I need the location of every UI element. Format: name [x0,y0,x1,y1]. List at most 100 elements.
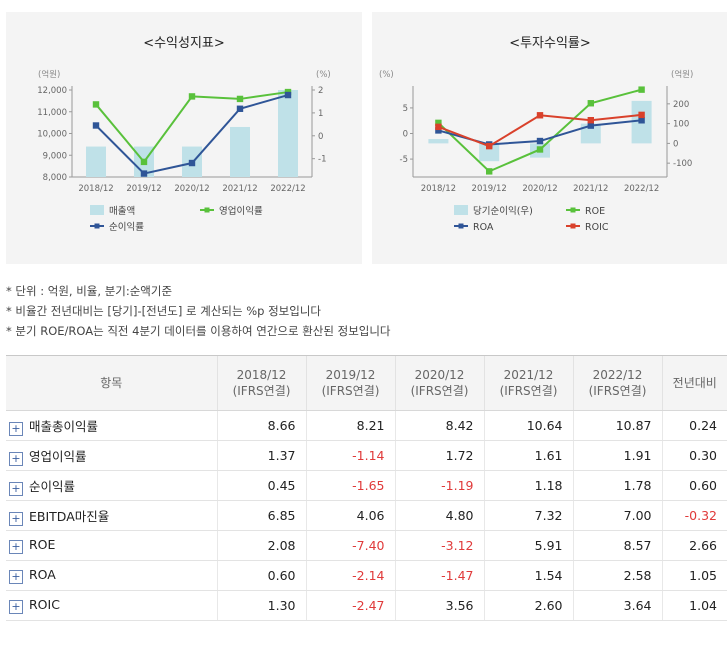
table-row: + ROIC 1.30 -2.47 3.56 2.60 3.64 1.04 [6,590,727,621]
legend-marker [94,223,100,229]
header-year: 2020/12 (IFRS연결) [394,355,484,411]
value-cell: 1.61 [483,440,573,471]
header-year-label: 2021/12 [503,368,554,382]
row-label: ROE [29,537,56,552]
left-tick-label: 5 [403,104,408,114]
series-point [486,142,493,150]
yoy-cell: 0.60 [661,470,727,501]
legend-bar-swatch [454,205,468,215]
legend-label: ROA [473,222,494,233]
value-cell: 6.85 [216,500,306,531]
value-cell: 0.60 [216,560,306,591]
x-tick-label: 2018/12 [421,184,456,194]
row-label-cell: + 순이익률 [6,470,217,501]
left-axis-unit: (%) [379,70,394,80]
row-label-cell: + EBITDA마진율 [6,500,217,531]
right-axis-unit: (억원) [671,69,693,80]
header-year-label: 2022/12 [592,368,643,382]
profitability-chart-title: <수익성지표> [143,36,225,51]
value-cell: 0.45 [216,470,306,501]
series-point [587,122,594,129]
left-tick-label: 9,000 [43,151,67,161]
bar [86,146,106,177]
series-point [435,127,442,134]
investment-return-chart-title: <투자수익률> [509,36,591,51]
value-cell: 5.91 [483,530,573,561]
series-point [638,117,645,124]
investment-return-chart: (%) (억원) 5 0 -5 200 100 0 -100 2018/12 2019/12 2020… [379,69,693,233]
yoy-cell: 0.24 [661,410,727,441]
value-cell: 8.42 [394,410,484,441]
header-year-sub: (IFRS연결) [232,384,291,398]
expand-icon[interactable]: + [9,511,23,526]
value-cell: 3.56 [394,590,484,621]
expand-icon[interactable]: + [9,570,23,584]
right-tick-label: -1 [318,155,326,165]
x-tick-label: 2021/12 [222,184,257,194]
series-point [188,159,196,167]
right-tick-label: -100 [673,159,692,169]
expand-icon[interactable]: + [9,451,23,466]
series-point [236,95,244,103]
series-point [638,111,645,119]
bar [479,143,500,162]
right-tick-label: 2 [318,86,323,96]
expand-icon[interactable]: + [9,540,23,554]
header-year-sub: (IFRS연결) [499,384,558,398]
series-point [536,137,544,145]
x-tick-label: 2020/12 [522,184,557,194]
legend-label: 영업이익률 [219,205,263,217]
series-point [587,100,594,107]
left-tick-label: -5 [400,155,408,165]
yoy-cell: -0.32 [661,500,727,531]
value-cell: 1.91 [572,440,662,471]
table-row: + ROA 0.60 -2.14 -1.47 1.54 2.58 1.05 [6,560,727,591]
value-cell: 4.06 [305,500,395,531]
yoy-cell: 1.05 [661,560,727,591]
value-cell: 7.00 [572,500,662,531]
bar [428,139,449,144]
value-cell: 1.54 [483,560,573,591]
header-year: 2019/12 (IFRS연결) [305,355,395,411]
legend-label: 순이익률 [109,221,144,233]
right-tick-label: 200 [673,100,689,110]
header-year-label: 2018/12 [236,368,287,382]
legend-marker [570,223,576,229]
series-point [140,158,148,166]
bar [278,90,298,177]
legend-marker [458,223,464,229]
value-cell: 4.80 [394,500,484,531]
expand-icon[interactable]: + [9,481,23,496]
x-tick-label: 2019/12 [472,184,507,194]
x-tick-label: 2018/12 [78,184,113,194]
row-label: 순이익률 [29,478,76,494]
table-row: + 매출총이익률 8.66 8.21 8.42 10.64 10.87 0.24 [6,410,727,441]
series-point [536,112,544,119]
header-year-label: 2019/12 [325,368,376,382]
header-year-label: 2020/12 [414,368,465,382]
row-label: ROIC [29,597,60,612]
row-label-cell: + 매출총이익률 [6,410,217,441]
expand-icon[interactable]: + [9,421,23,436]
x-tick-label: 2022/12 [270,184,305,194]
value-cell: 8.66 [216,410,306,441]
left-tick-label: 11,000 [37,108,67,118]
legend-bar-swatch [90,205,104,215]
value-cell: 10.87 [572,410,662,441]
yoy-cell: 2.66 [661,530,727,561]
value-cell: -2.47 [305,590,395,621]
table-row: + 순이익률 0.45 -1.65 -1.19 1.18 1.78 0.60 [6,470,727,501]
left-tick-label: 12,000 [37,86,67,96]
series-line [437,88,642,173]
value-cell: 3.64 [572,590,662,621]
series-point [435,123,442,131]
legend-marker [570,207,576,213]
header-item: 항목 [6,355,217,411]
header-year-sub: (IFRS연결) [588,384,647,398]
legend-label: 매출액 [109,205,135,217]
row-label: ROA [29,567,56,582]
value-cell: 8.21 [305,410,395,441]
expand-icon[interactable]: + [9,600,23,614]
legend-label: 당기순이익(우) [473,205,533,217]
value-cell: 1.78 [572,470,662,501]
